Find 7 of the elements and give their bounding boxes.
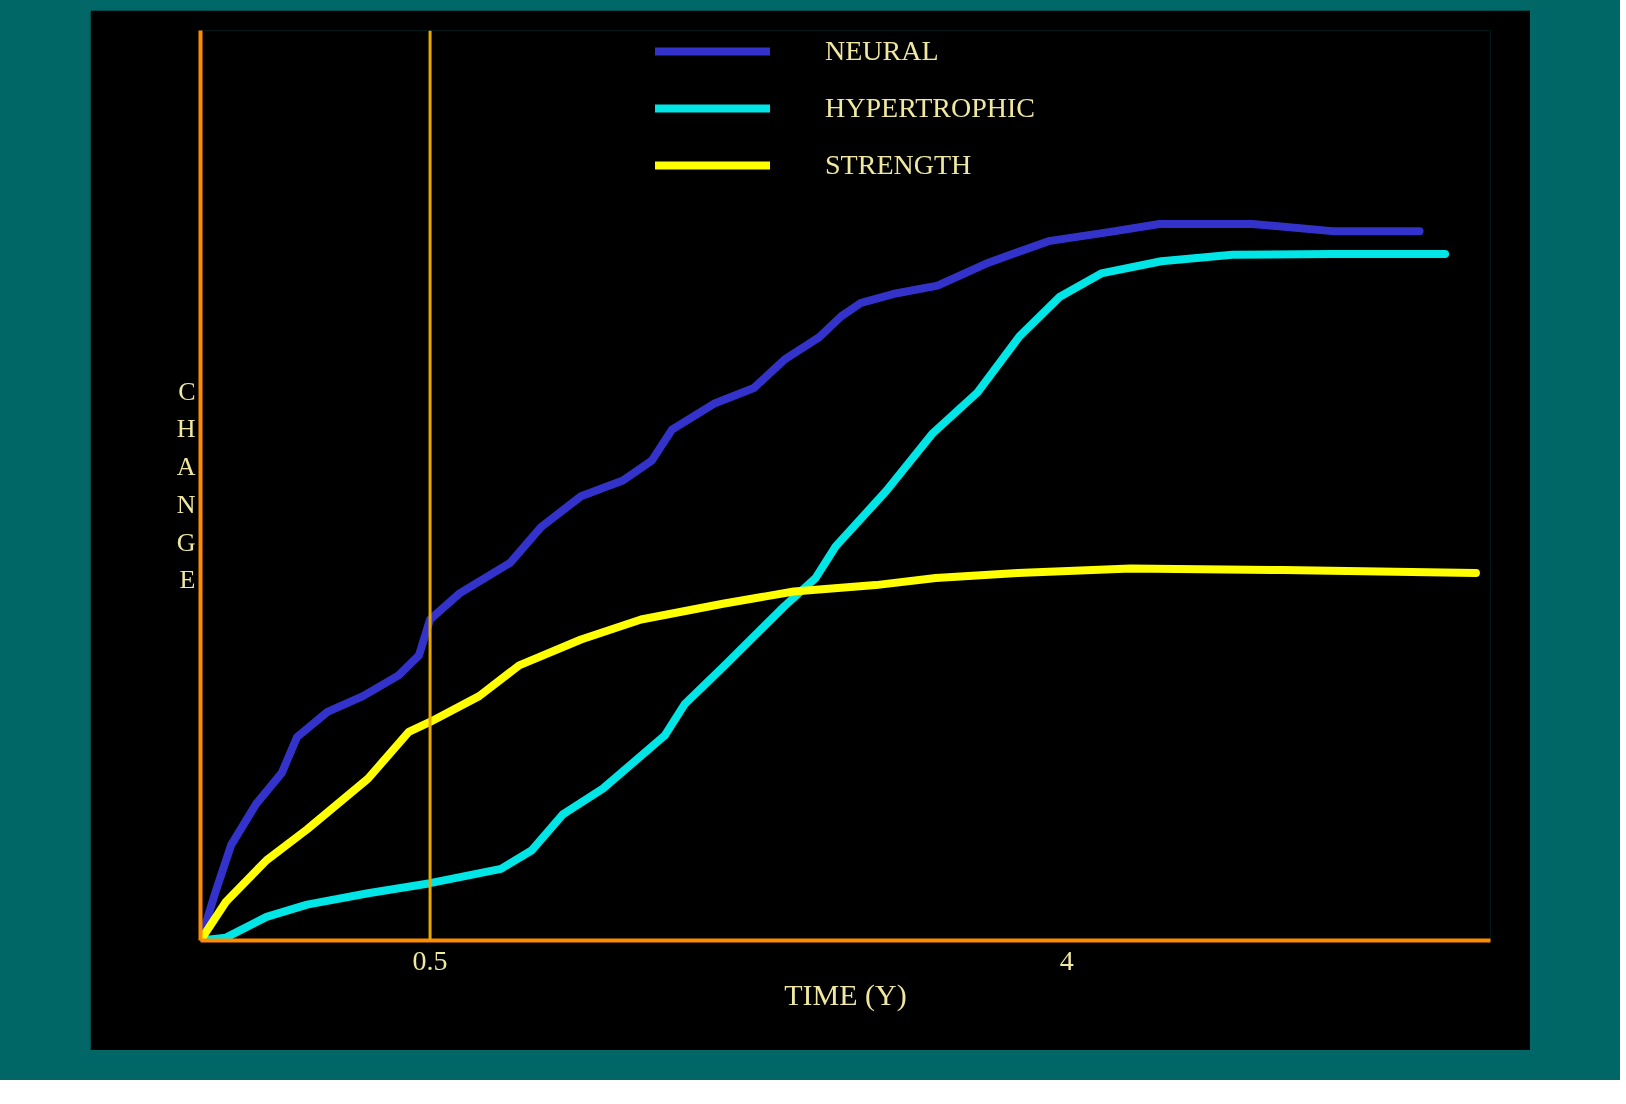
x-axis-title: TIME (Y): [784, 977, 907, 1012]
x-tick-label: 4: [1059, 944, 1074, 976]
legend-label: STRENGTH: [825, 149, 972, 181]
legend-label: HYPERTROPHIC: [825, 92, 1035, 124]
x-tick-label: 0.5: [412, 944, 448, 976]
y-axis-title: CHANGE: [176, 376, 196, 595]
legend-label: NEURAL: [825, 35, 939, 67]
